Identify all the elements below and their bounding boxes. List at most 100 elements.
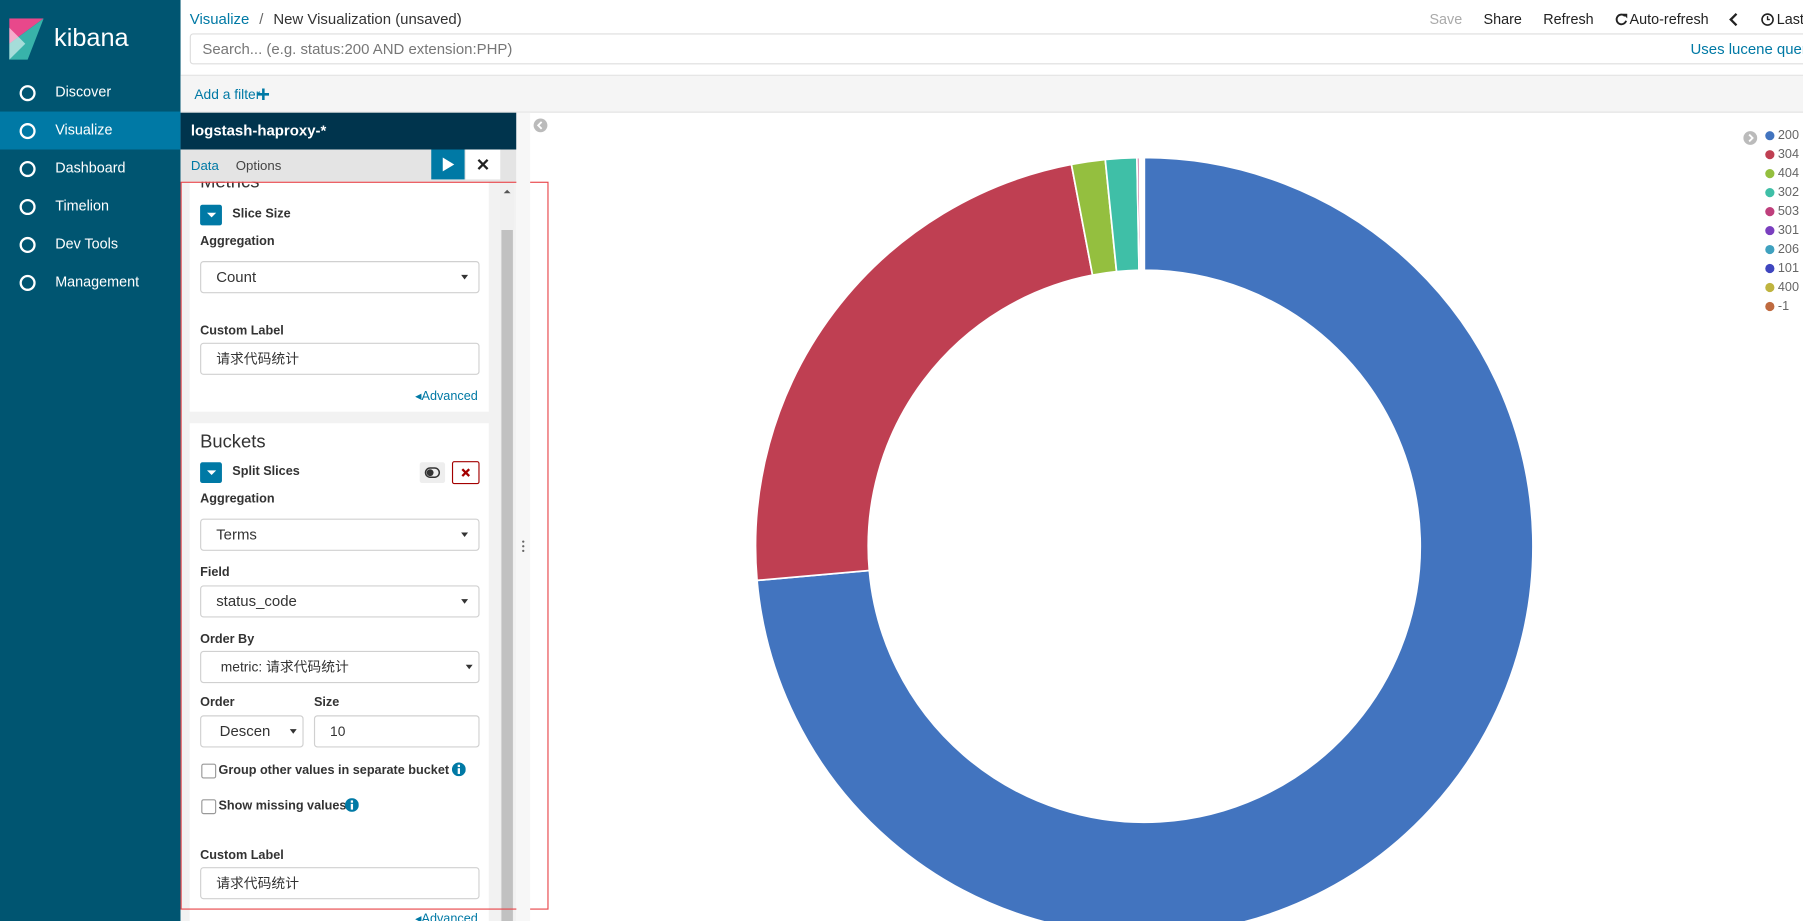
field-label: Aggregation [200, 492, 275, 506]
advanced-link[interactable]: ◂Advanced [415, 911, 478, 921]
filter-bar: Add a filter [180, 74, 1803, 113]
breadcrumb-separator: / [259, 10, 264, 28]
editor-scroll: Metrics Slice Size Aggregation Count Cus… [180, 181, 517, 921]
pie-slice [754, 163, 1094, 582]
input-value: 10 [330, 723, 346, 740]
nav-label: Management [55, 273, 140, 290]
select-value: Count [216, 267, 257, 286]
editor-tabs: Data Options [180, 149, 517, 182]
select[interactable]: Count [200, 261, 480, 294]
nav-icon [19, 85, 36, 102]
select[interactable]: metric: 请求代码统计 [200, 650, 480, 684]
sidebar: kibana Discover Visualize Dashboard Timelio… [0, 0, 181, 921]
resize-handle[interactable] [516, 112, 531, 921]
agg-title: Split Slices [232, 464, 300, 479]
nav-item[interactable]: Timelion [0, 187, 181, 225]
pie-slice [756, 156, 1534, 921]
apply-button[interactable] [431, 149, 465, 180]
legend-swatch [1765, 207, 1775, 217]
toggle-agg[interactable] [200, 204, 222, 226]
select[interactable]: Terms [200, 518, 480, 551]
text-input[interactable]: 请求代码统计 [200, 867, 480, 900]
add-filter[interactable]: Add a filter [194, 86, 261, 103]
nav-icon [19, 123, 36, 140]
agg-title: Slice Size [232, 207, 291, 221]
buckets-heading: Buckets [200, 432, 266, 452]
tab-data[interactable]: Data [190, 159, 219, 174]
field-label: Aggregation [200, 234, 275, 249]
time-picker[interactable]: Last [1776, 11, 1803, 28]
refresh-button[interactable]: Refresh [1543, 11, 1594, 28]
refresh-icon [1615, 13, 1628, 26]
nav-item[interactable]: Visualize [0, 111, 181, 150]
select-value: status_code [216, 592, 297, 610]
collapse-icon[interactable] [533, 118, 548, 133]
legend-label: 301 [1778, 223, 1799, 237]
breadcrumb: Visualize / New Visualization (unsaved) [190, 10, 462, 27]
nav-item[interactable]: Management [0, 263, 181, 301]
legend-swatch [1765, 244, 1775, 255]
nav-label: Dashboard [55, 159, 126, 176]
field-label: Field [200, 565, 230, 580]
chart: 200 304 404 302 503 301 206 101 400 -1 [533, 118, 1799, 921]
legend-label: 302 [1778, 185, 1799, 199]
auto-refresh-button[interactable]: Auto-refresh [1629, 11, 1709, 28]
legend-swatch [1765, 150, 1775, 160]
checkbox[interactable] [201, 763, 217, 779]
nav-item[interactable]: Dashboard [0, 150, 181, 188]
advanced-link[interactable]: ◂Advanced [415, 389, 478, 404]
toggle-agg[interactable] [200, 462, 222, 483]
legend-swatch [1765, 301, 1775, 312]
legend-label: 404 [1778, 166, 1799, 180]
text-input[interactable]: 请求代码统计 [200, 342, 480, 375]
plus-icon [257, 88, 270, 101]
legend-swatch [1765, 263, 1775, 274]
nav-item[interactable]: Dev Tools [0, 225, 181, 263]
field-label: Order By [200, 632, 255, 647]
search-bar[interactable]: Search... (e.g. status:200 AND extension… [189, 33, 1803, 65]
legend-toggle[interactable] [1743, 131, 1758, 145]
select[interactable]: status_code [200, 585, 480, 618]
legend-toggle-arrow [1748, 133, 1754, 143]
select-value: metric: 请求代码统计 [220, 658, 349, 676]
legend-label: 400 [1778, 280, 1799, 294]
nav-label: Discover [55, 83, 112, 101]
legend-label: 206 [1778, 242, 1799, 256]
index-pattern: logstash-haproxy-* [190, 121, 327, 140]
scroll-thumb[interactable] [501, 230, 513, 921]
prev-button[interactable] [1728, 12, 1740, 27]
nav-icon [19, 160, 36, 178]
legend-swatch [1765, 188, 1775, 198]
query-syntax-link[interactable]: Uses lucene query syntax [1690, 40, 1803, 58]
field-label: Order [200, 695, 235, 710]
scrollbar[interactable] [500, 181, 515, 921]
checkbox-label: Group other values in separate bucket [218, 763, 450, 778]
legend-swatch [1765, 169, 1775, 179]
legend-label: 200 [1778, 128, 1799, 142]
breadcrumb-link[interactable]: Visualize [189, 10, 250, 28]
select-value: Terms [216, 525, 257, 543]
breadcrumb-current: New Visualization (unsaved) [273, 10, 462, 28]
metrics-heading: Metrics [200, 181, 260, 193]
logo-icon [9, 18, 44, 60]
nav-icon [19, 198, 36, 216]
remove-agg[interactable] [451, 461, 480, 485]
tab-options[interactable]: Options [235, 159, 282, 174]
discard-button[interactable] [465, 149, 501, 180]
info-icon[interactable] [345, 798, 359, 812]
nav-item[interactable]: Discover [0, 74, 181, 112]
share-button[interactable]: Share [1483, 11, 1522, 28]
brand: kibana [54, 23, 129, 52]
save-button[interactable]: Save [1429, 11, 1463, 28]
legend-label: 503 [1778, 204, 1799, 218]
checkbox[interactable] [201, 799, 217, 815]
nav-icon [19, 236, 36, 253]
search-placeholder: Search... (e.g. status:200 AND extension… [202, 40, 513, 58]
number-input[interactable]: 10 [313, 715, 480, 748]
input-value: 请求代码统计 [216, 350, 300, 367]
select[interactable]: Descending [200, 715, 304, 748]
collapse-arrow [536, 121, 543, 130]
disable-toggle[interactable] [419, 462, 446, 483]
info-icon[interactable] [451, 762, 466, 777]
